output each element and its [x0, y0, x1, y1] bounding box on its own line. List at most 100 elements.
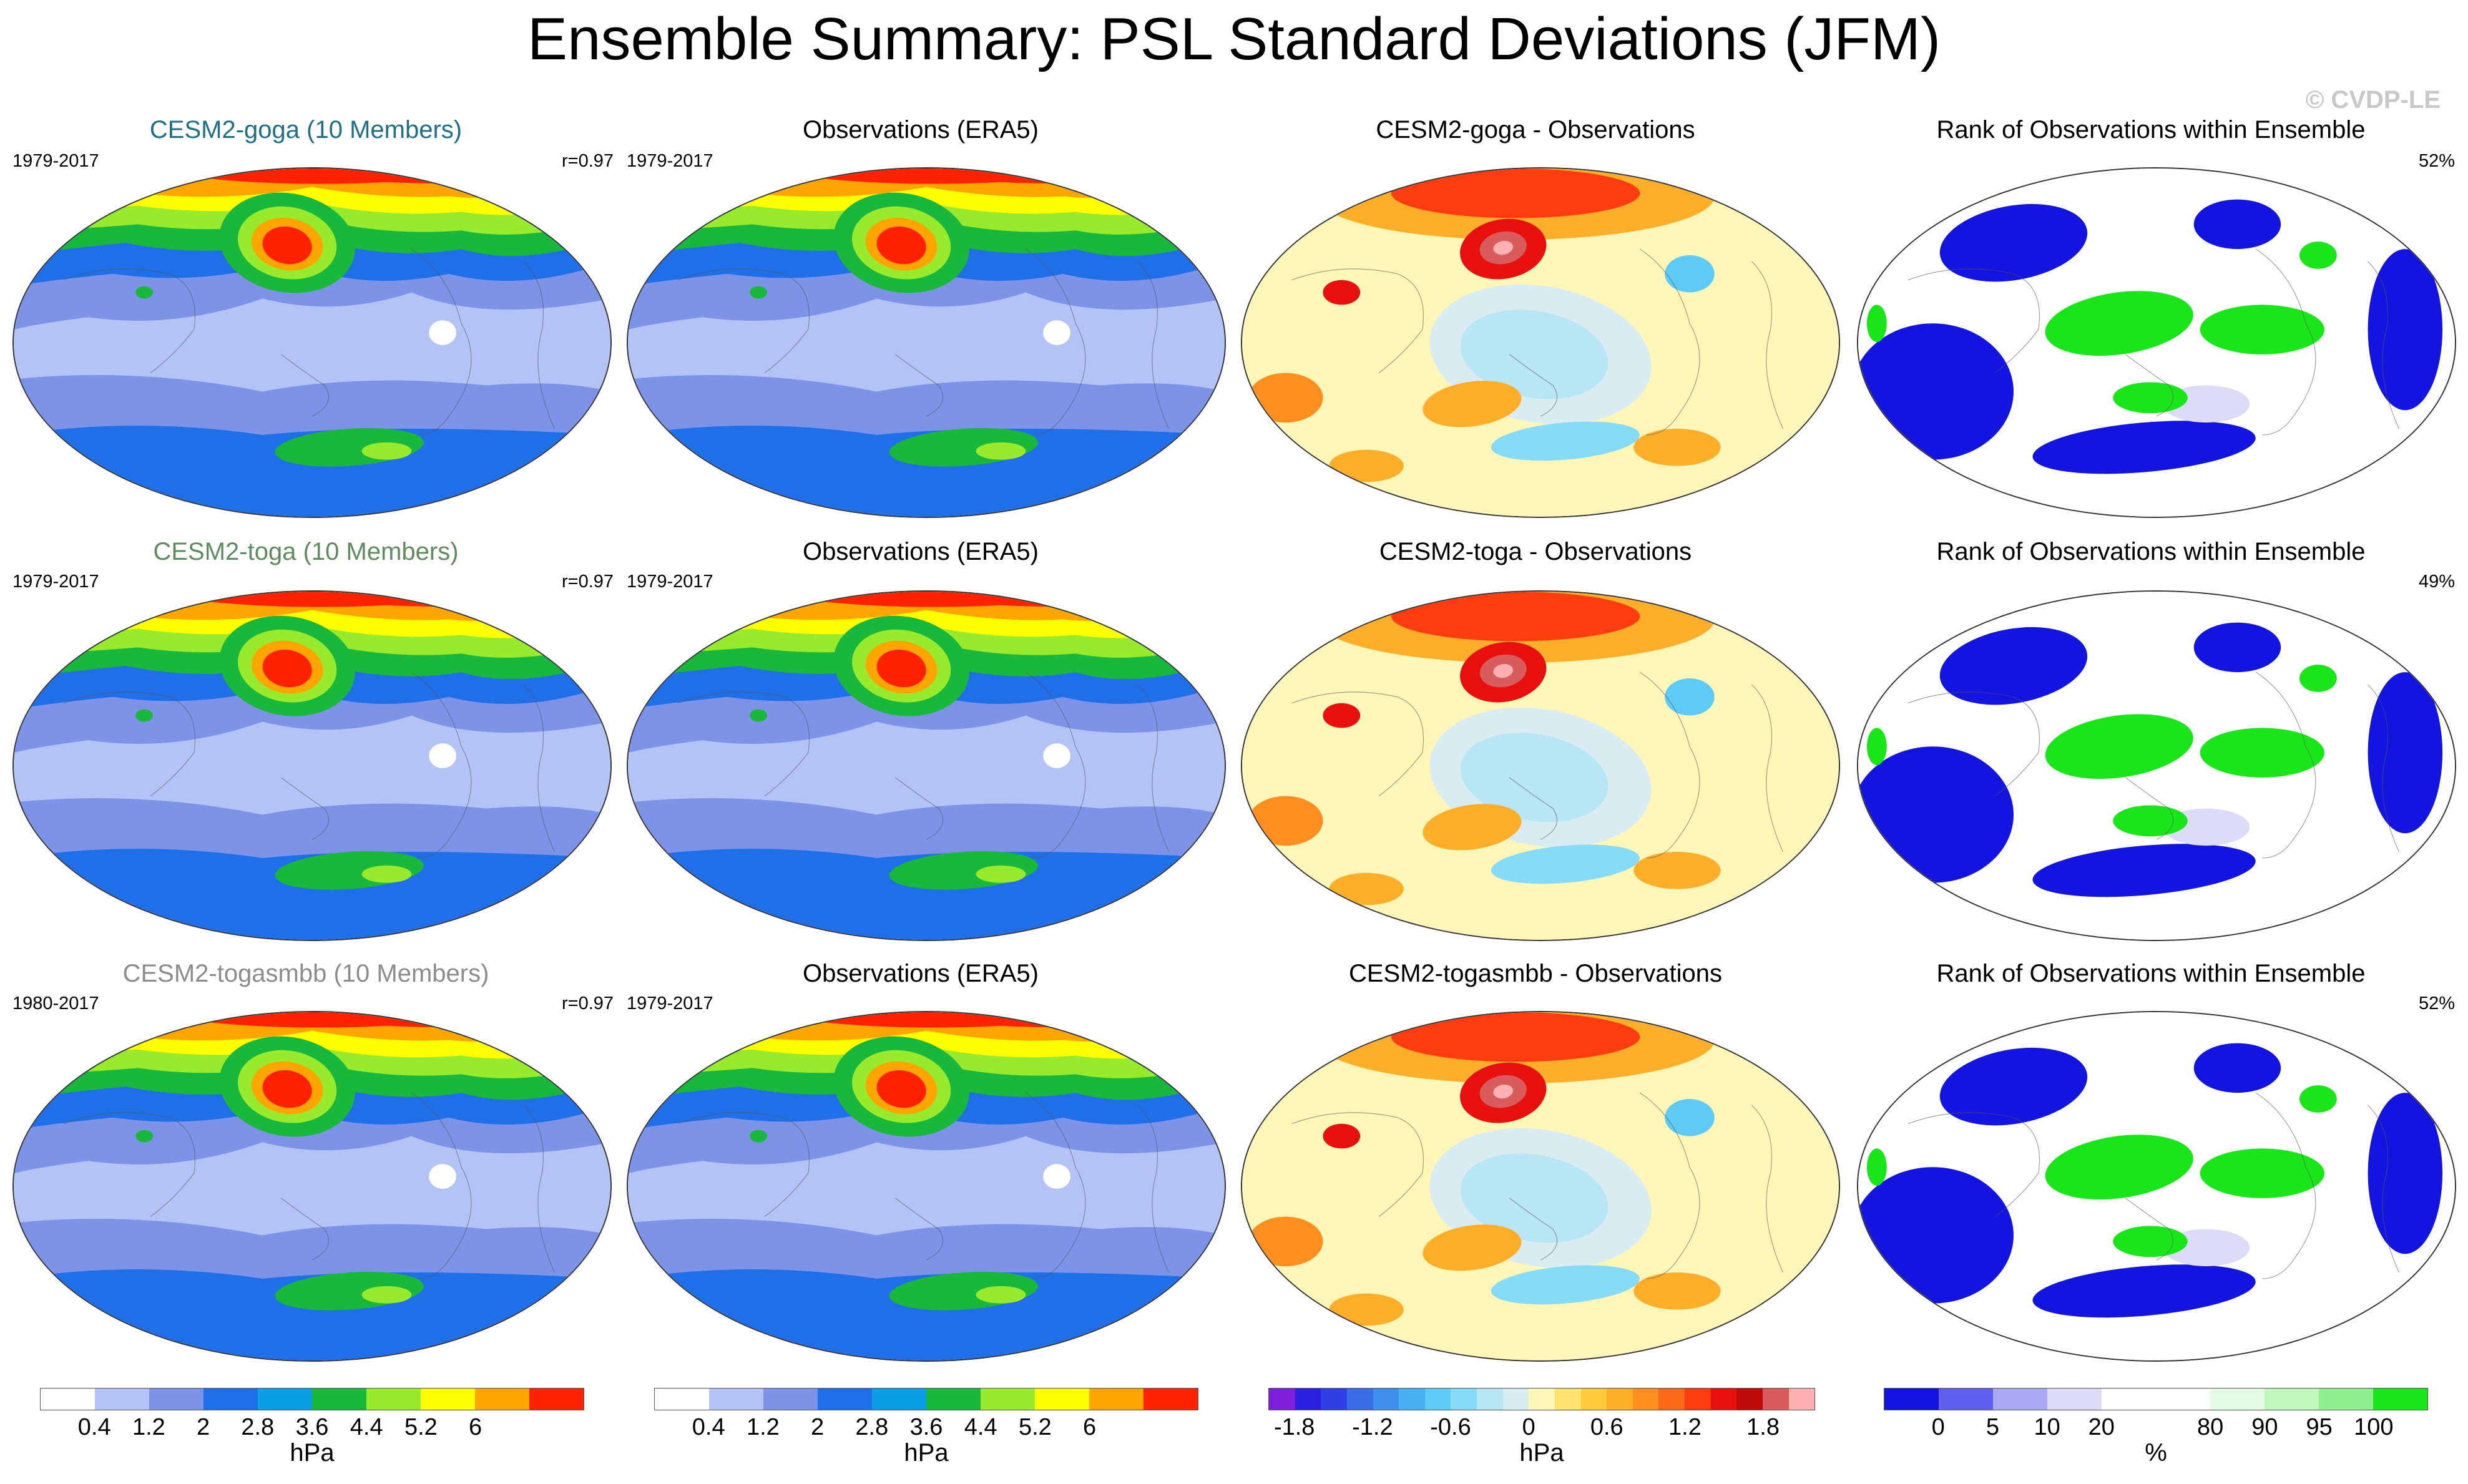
colorbar-tick: 90 [2251, 1414, 2278, 1440]
field-south-lime [976, 442, 1026, 460]
field-high-ne [2299, 665, 2337, 692]
colorbar-tick: 5.2 [1018, 1414, 1052, 1440]
colorbar-swatch [366, 1389, 421, 1410]
colorbar-swatch [1554, 1389, 1581, 1410]
field-band-south-2 [628, 1269, 1225, 1360]
field-neg-pacific-2 [1460, 310, 1609, 399]
panel-years-model-2: 1979-2017 [12, 572, 99, 592]
colorbar-tick: 2.8 [855, 1414, 889, 1440]
colorbar-tick: 0.4 [692, 1414, 725, 1440]
colorbar-swatch [149, 1389, 203, 1410]
colorbar-swatch [2047, 1389, 2102, 1410]
colorbar-swatch [2373, 1389, 2427, 1410]
field-high-w [1866, 728, 1887, 766]
colorbar-swatch [981, 1389, 1035, 1410]
panel-title-model-3: CESM2-togasmbb (10 Members) [122, 960, 489, 987]
field-high-center [2045, 291, 2193, 356]
field-pos-sw [1329, 872, 1404, 906]
map-rank-1 [1857, 167, 2456, 518]
colorbar-swatch [1658, 1389, 1685, 1410]
field-low-east [2368, 249, 2443, 411]
colorbar-swatch [1346, 1389, 1373, 1410]
field-neg-ne [1665, 678, 1715, 716]
colorbar-tick: 95 [2306, 1414, 2333, 1440]
field-band-north-7 [628, 168, 1225, 184]
colorbar-swatch [1477, 1389, 1503, 1410]
colorbar-swatch [312, 1389, 366, 1410]
panel-pct-rank-3: 52% [2419, 993, 2456, 1013]
field-andes-gap [1043, 1164, 1071, 1189]
field-band-south-2 [628, 849, 1225, 940]
colorbar-tick: 5 [1986, 1414, 1999, 1440]
panel-title-diff-3: CESM2-togasmbb - Observations [1348, 960, 1723, 987]
colorbar-swatch [1035, 1389, 1089, 1410]
colorbar-tick: -0.6 [1430, 1414, 1471, 1440]
panel-title-model-1: CESM2-goga (10 Members) [149, 116, 463, 144]
field-neg-ne [1665, 1099, 1715, 1136]
panel-corr-model-3: r=0.97 [562, 993, 614, 1013]
field-band-south-2 [14, 1269, 610, 1360]
map-rank-3 [1857, 1011, 2456, 1362]
colorbar-2 [654, 1388, 1198, 1410]
colorbar-swatch [1710, 1389, 1737, 1410]
field-pos-se [1633, 852, 1721, 889]
colorbar-swatch [818, 1389, 872, 1410]
colorbar-swatch [1762, 1389, 1789, 1410]
field-andes-gap [429, 743, 457, 768]
colorbar-4 [1884, 1388, 2428, 1410]
colorbar-swatch [1451, 1389, 1477, 1410]
field-low-center-core [876, 649, 926, 688]
colorbar-swatch [1993, 1389, 2047, 1410]
field-low-northeast [2193, 199, 2281, 250]
panel-corr-model-1: r=0.97 [562, 151, 614, 171]
field-neg-pacific-2 [1460, 1153, 1609, 1243]
colorbar-swatch [2102, 1389, 2156, 1410]
colorbar-tick: 3.6 [295, 1414, 329, 1440]
panel-title-diff-1: CESM2-goga - Observations [1376, 116, 1695, 144]
field-pos-indian [1323, 280, 1361, 305]
colorbar-tick: 2 [197, 1414, 210, 1440]
field-andes-gap [1043, 743, 1071, 768]
colorbar-1 [40, 1388, 584, 1410]
colorbar-tick: 1.2 [746, 1414, 780, 1440]
coastline [677, 671, 1169, 859]
field-high-east [2200, 305, 2324, 354]
map-diff-2 [1241, 590, 1840, 941]
field-band-north-7 [14, 1012, 610, 1028]
field-low-northeast [2193, 1043, 2281, 1093]
colorbar-swatch [1607, 1389, 1633, 1410]
panel-corr-model-2: r=0.97 [562, 572, 614, 592]
colorbar-tick: 2 [811, 1414, 825, 1440]
coastline [1291, 1092, 1783, 1279]
field-south-lime [361, 865, 412, 883]
colorbar-tick: 4.4 [350, 1414, 383, 1440]
colorbar-swatch [2319, 1389, 2373, 1410]
field-tibet [135, 286, 154, 299]
colorbar-tick: 0.4 [77, 1414, 111, 1440]
field-band-south-2 [628, 426, 1225, 517]
field-andes-gap [429, 320, 457, 345]
colorbar-tick: -1.8 [1273, 1414, 1315, 1440]
field-south-lime [361, 1286, 412, 1304]
panel-title-rank-3: Rank of Observations within Ensemble [1936, 960, 2366, 987]
colorbar-unit: hPa [290, 1439, 335, 1467]
field-pos-mid [1423, 1224, 1522, 1271]
field-low-northeast [2193, 622, 2281, 673]
colorbar-swatch [529, 1389, 584, 1410]
coastline [1907, 671, 2399, 859]
field-neg-south [1491, 421, 1640, 461]
field-pos-arctic-2 [1391, 592, 1640, 642]
coastline [63, 1092, 555, 1279]
field-band-north-7 [628, 592, 1225, 607]
field-high-east [2200, 728, 2324, 778]
colorbar-swatch [203, 1389, 258, 1410]
panel-years-obs-1: 1979-2017 [627, 151, 713, 171]
colorbar-tick: 100 [2354, 1414, 2394, 1440]
field-low-north [1939, 627, 2088, 705]
field-low-east [2368, 672, 2443, 834]
colorbar-tick: 4.4 [964, 1414, 997, 1440]
coastline [1907, 248, 2399, 436]
field-pos-se [1633, 1272, 1721, 1310]
map-diff-1 [1241, 167, 1840, 518]
colorbar-swatch [1939, 1389, 1993, 1410]
